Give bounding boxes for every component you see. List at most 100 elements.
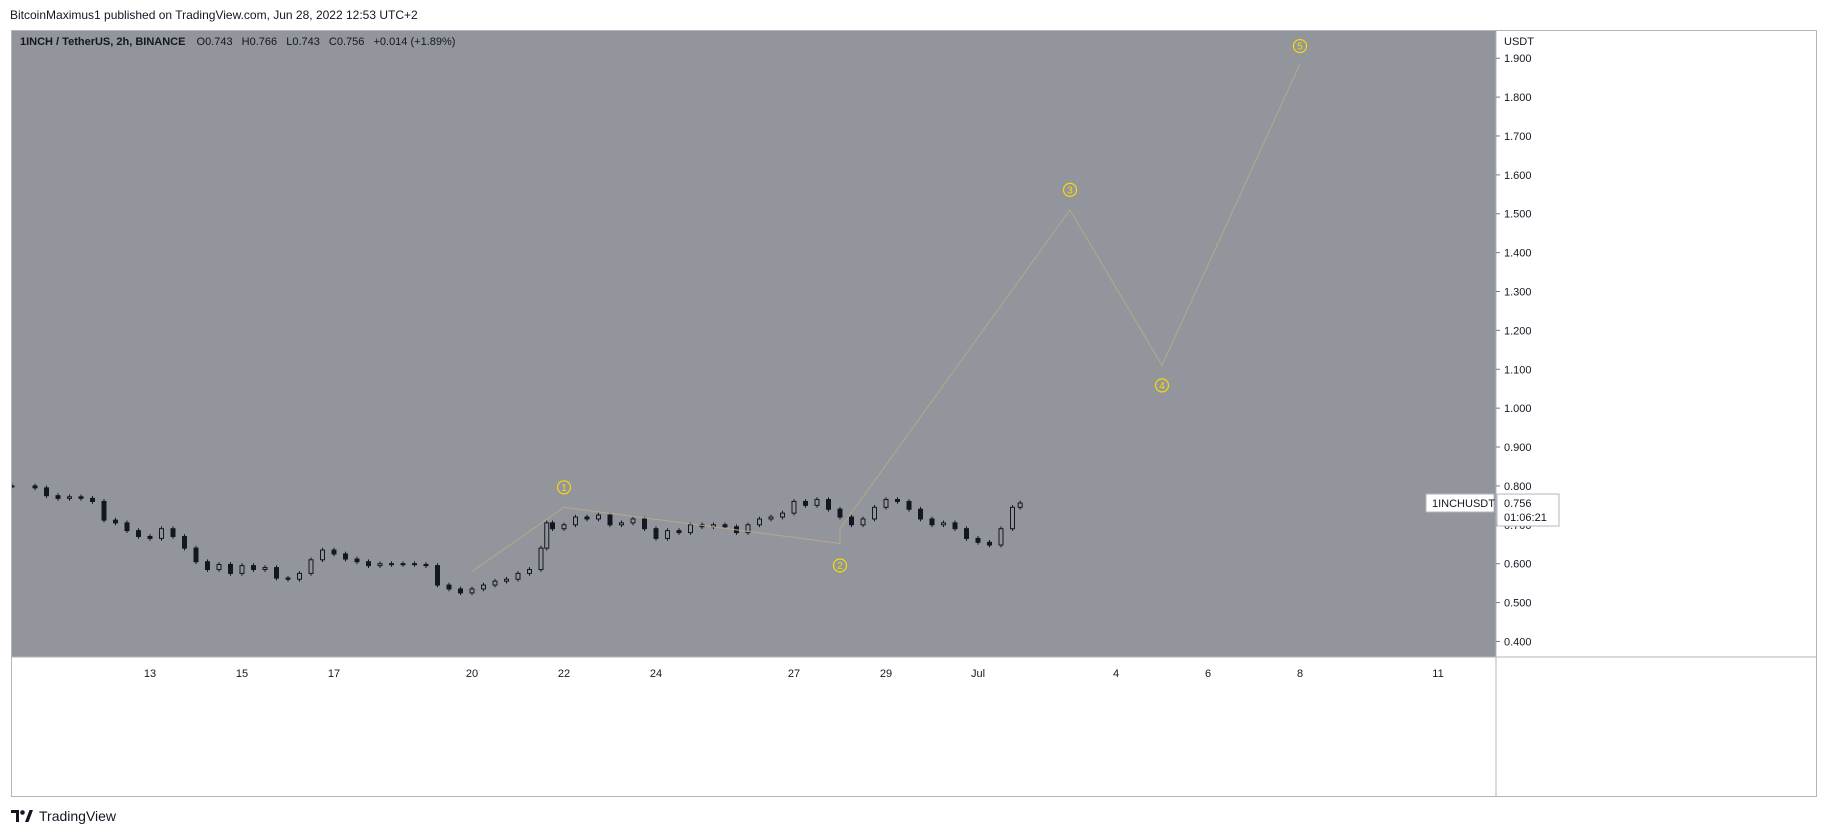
time-tick-label: 29 [880, 668, 892, 680]
candle-body [147, 535, 153, 539]
candle-body [688, 524, 693, 534]
candle-body [573, 516, 578, 526]
last-price-tag: 0.756 01:06:21 [1496, 493, 1560, 527]
wave-labels: 1 2 3 4 5 [556, 38, 1308, 573]
candle-body [849, 516, 854, 526]
candle-body [101, 500, 107, 521]
price-tick-label: 0.900 [1504, 442, 1532, 454]
candle-body [561, 524, 567, 530]
legend-change: +0.014 (+1.89%) [373, 36, 455, 48]
price-axis[interactable]: 0.4000.5000.6000.7000.8000.9001.0001.100… [1496, 53, 1532, 648]
candle-body [941, 522, 946, 526]
price-tick-label: 1.900 [1504, 53, 1532, 65]
price-tick-label: 1.600 [1504, 170, 1532, 182]
candle-body [676, 530, 682, 534]
candle-body [78, 496, 84, 499]
time-tick-label: 11 [1432, 668, 1443, 680]
candle-body [435, 565, 440, 586]
last-price-value: 0.756 [1504, 498, 1532, 510]
candle-body [837, 508, 843, 518]
legend-low-value: 0.743 [292, 36, 320, 48]
candle-body [906, 500, 912, 510]
candle-body [331, 549, 337, 555]
time-tick-label: 20 [466, 668, 478, 680]
time-tick-label: Jul [971, 668, 985, 680]
candle-body [239, 565, 245, 574]
candle-body [343, 553, 348, 560]
price-tick-label: 1.700 [1504, 131, 1532, 143]
candle-body [308, 559, 314, 574]
candle-body [860, 518, 866, 526]
price-tick-label: 0.600 [1504, 559, 1532, 571]
legend-symbol: 1INCH / TetherUS, 2h, BINANCE [20, 36, 185, 48]
candle-body [216, 563, 222, 571]
price-tick-label: 1.500 [1504, 209, 1532, 221]
ticker-tag: 1INCHUSDT [1425, 493, 1495, 513]
legend-close-label: C [329, 36, 337, 48]
candle-body [182, 535, 187, 549]
candle-body [170, 528, 176, 537]
candle-body [354, 558, 360, 563]
candle-body [630, 518, 636, 524]
time-tick-label: 22 [558, 668, 570, 680]
price-tick-label: 0.500 [1504, 598, 1532, 610]
candle-body [584, 516, 590, 520]
candle-body [297, 572, 302, 580]
candle-body [653, 528, 659, 539]
candle-body [918, 508, 923, 520]
chart-legend: 1INCH / TetherUS, 2h, BINANCE O0.743 H0.… [20, 36, 455, 48]
candle-body [136, 530, 141, 537]
time-tick-label: 24 [650, 668, 662, 680]
candle-body [619, 522, 624, 526]
candle-body [251, 565, 256, 571]
candle-body [745, 524, 751, 534]
candle-body [929, 518, 935, 526]
candle-body [952, 522, 958, 530]
tradingview-logo-icon [11, 810, 33, 822]
time-tick-label: 8 [1297, 668, 1303, 680]
candle-body [757, 518, 762, 526]
plot-area[interactable] [12, 31, 1496, 657]
candle-body [320, 549, 325, 561]
candle-body [964, 528, 969, 539]
candle-body [998, 528, 1004, 546]
candle-body [458, 588, 463, 594]
candle-body [814, 499, 820, 506]
wave-label-5: 5 [1292, 38, 1308, 54]
tradingview-branding[interactable]: TradingView [11, 808, 116, 824]
candle-body [193, 547, 199, 563]
candle-body [124, 522, 130, 532]
wave-label-1: 1 [556, 480, 572, 495]
wave-label-ring [832, 558, 848, 573]
price-tick-label: 1.400 [1504, 248, 1532, 260]
price-tick-label: 1.300 [1504, 287, 1532, 299]
time-axis[interactable]: 13 15 17 20 22 24 27 29 Jul 4 6 8 11 [144, 668, 1444, 680]
candle-body [285, 577, 291, 580]
candle-body [274, 567, 279, 579]
legend-high-label: H [242, 36, 250, 48]
time-tick-label: 13 [144, 668, 156, 680]
candle-body [872, 506, 877, 520]
candle-body [722, 524, 728, 528]
candle-body [366, 561, 371, 567]
candle-body [527, 569, 532, 574]
candle-body [32, 485, 38, 489]
candle-body [791, 500, 797, 514]
legend-open-value: 0.743 [205, 36, 233, 48]
price-tick-label: 0.400 [1504, 636, 1532, 648]
wave-label-2: 2 [832, 558, 848, 573]
candle-body [895, 499, 900, 502]
legend-open-label: O [197, 36, 206, 48]
price-tick-label: 1.200 [1504, 325, 1532, 337]
candle-body [423, 563, 429, 567]
publish-caption: BitcoinMaximus1 published on TradingView… [10, 8, 418, 22]
wave-label-number: 2 [837, 561, 843, 572]
candle-body [481, 584, 486, 590]
candle-body [883, 499, 889, 508]
candle-body [412, 563, 417, 566]
axis-unit-label: USDT [1504, 36, 1534, 48]
candle-body [389, 563, 394, 566]
candle-body [377, 563, 383, 567]
